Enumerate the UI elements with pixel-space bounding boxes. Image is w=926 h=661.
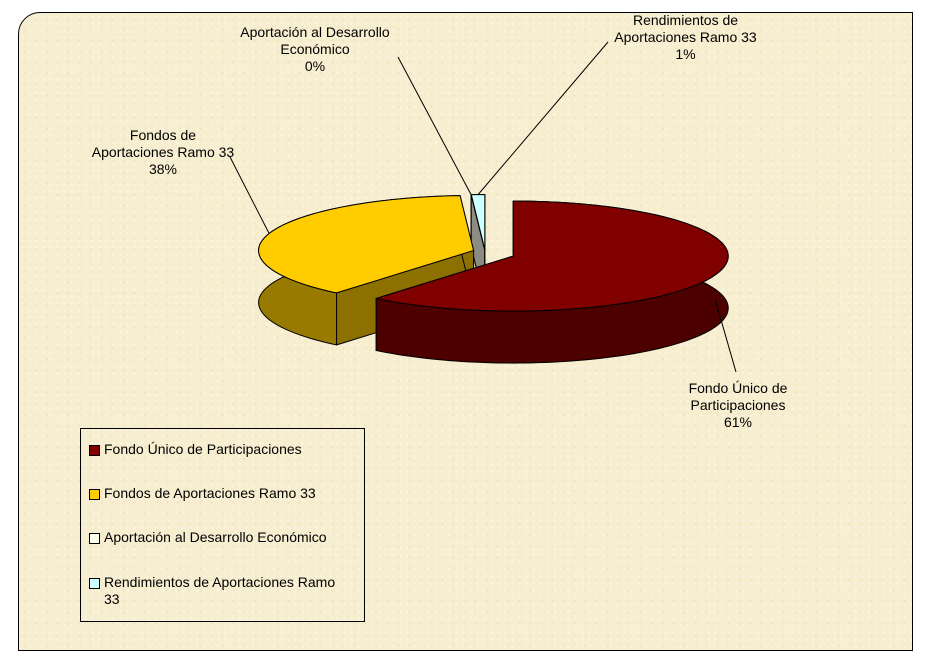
legend-label: Aportación al Desarrollo Económico: [104, 529, 327, 545]
legend-swatch: [89, 578, 100, 589]
legend-label: Fondo Único de Participaciones: [104, 441, 302, 457]
slice: [258, 195, 475, 294]
legend: Fondo Único de Participaciones Fondos de …: [80, 428, 365, 622]
data-label-value: 0%: [304, 58, 326, 74]
data-label-value: 61%: [723, 414, 753, 430]
legend-swatch: [89, 489, 100, 500]
data-label-name: Rendimientos de Aportaciones Ramo 33: [614, 12, 757, 45]
data-label: Rendimientos de Aportaciones Ramo 33 1%: [598, 12, 773, 63]
legend-item: Aportación al Desarrollo Económico: [89, 529, 354, 546]
data-label: Fondo Único de Participaciones 61%: [668, 380, 808, 431]
leader-line: [477, 41, 609, 195]
leader-line: [229, 156, 270, 234]
data-label-name: Fondos de Aportaciones Ramo 33: [91, 127, 235, 160]
slice: [376, 200, 729, 312]
legend-label: Fondos de Aportaciones Ramo 33: [104, 485, 316, 501]
legend-swatch: [89, 445, 100, 456]
data-label: Fondos de Aportaciones Ramo 33 38%: [88, 127, 238, 178]
legend-item: Fondo Único de Participaciones: [89, 441, 354, 458]
data-label: Aportación al Desarrollo Económico 0%: [235, 24, 395, 75]
data-label-value: 1%: [675, 46, 696, 62]
data-label-name: Fondo Único de Participaciones: [688, 380, 788, 413]
data-label-name: Aportación al Desarrollo Económico: [240, 24, 390, 57]
leader-line: [397, 56, 472, 195]
legend-swatch: [89, 533, 100, 544]
leader-line: [715, 300, 737, 373]
legend-item: Fondos de Aportaciones Ramo 33: [89, 485, 354, 502]
legend-label: Rendimientos de Aportaciones Ramo 33: [104, 574, 336, 607]
legend-item: Rendimientos de Aportaciones Ramo 33: [89, 574, 354, 608]
data-label-value: 38%: [148, 161, 178, 177]
